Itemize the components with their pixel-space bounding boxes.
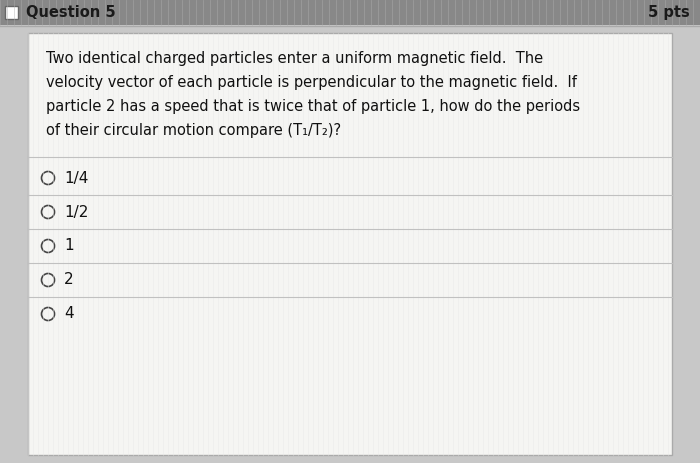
Text: of their circular motion compare (T₁/T₂)?: of their circular motion compare (T₁/T₂)… — [46, 123, 341, 138]
Text: velocity vector of each particle is perpendicular to the magnetic field.  If: velocity vector of each particle is perp… — [46, 75, 577, 90]
Text: 5 pts: 5 pts — [648, 5, 690, 20]
Text: 2: 2 — [64, 273, 74, 288]
Text: particle 2 has a speed that is twice that of particle 1, how do the periods: particle 2 has a speed that is twice tha… — [46, 99, 580, 114]
Text: 1/4: 1/4 — [64, 170, 88, 186]
Text: Question 5: Question 5 — [26, 5, 116, 20]
Text: 1: 1 — [64, 238, 74, 254]
Text: 1/2: 1/2 — [64, 205, 88, 219]
Bar — [5, 6, 18, 19]
FancyBboxPatch shape — [28, 33, 672, 455]
Bar — [0, 0, 700, 25]
Text: 4: 4 — [64, 307, 74, 321]
Text: Two identical charged particles enter a uniform magnetic field.  The: Two identical charged particles enter a … — [46, 51, 543, 66]
